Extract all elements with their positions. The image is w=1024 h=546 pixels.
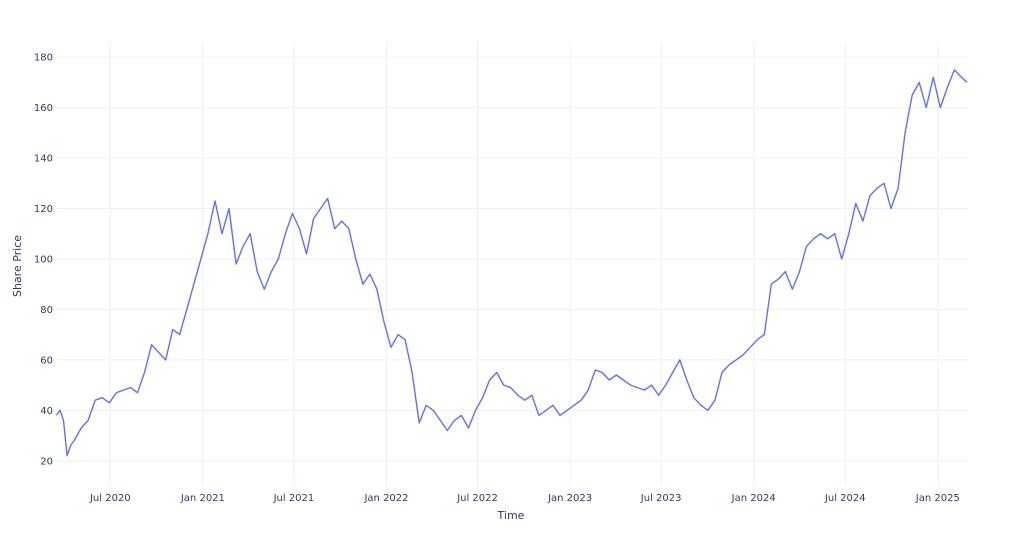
series-layer bbox=[55, 69, 968, 457]
x-tick-label: Jan 2021 bbox=[180, 493, 225, 504]
y-tick-label: 180 bbox=[34, 53, 53, 64]
y-axis-title: Share Price bbox=[11, 235, 24, 297]
y-tick-label: 80 bbox=[40, 305, 53, 316]
x-tick-label: Jan 2025 bbox=[915, 493, 960, 504]
y-axis-ticks: 20 40 60 80 100 120 140 160 180 bbox=[34, 53, 53, 468]
x-tick-label: Jul 2022 bbox=[456, 493, 498, 504]
y-tick-label: 160 bbox=[34, 103, 53, 114]
y-tick-label: 20 bbox=[40, 456, 53, 467]
y-tick-label: 140 bbox=[34, 154, 53, 165]
y-tick-label: 40 bbox=[40, 406, 53, 417]
x-axis-ticks: Jul 2020 Jan 2021 Jul 2021 Jan 2022 Jul 2022… bbox=[89, 493, 960, 504]
x-tick-label: Jul 2021 bbox=[273, 493, 315, 504]
y-tick-label: 120 bbox=[34, 204, 53, 215]
x-tick-label: Jul 2023 bbox=[640, 493, 682, 504]
x-tick-label: Jul 2020 bbox=[89, 493, 131, 504]
share-price-line bbox=[55, 69, 968, 457]
x-tick-label: Jul 2024 bbox=[824, 493, 866, 504]
x-tick-label: Jan 2023 bbox=[547, 493, 592, 504]
gridlines bbox=[56, 42, 968, 486]
y-tick-label: 100 bbox=[34, 254, 53, 265]
x-tick-label: Jan 2022 bbox=[363, 493, 408, 504]
y-tick-label: 60 bbox=[40, 355, 53, 366]
x-tick-label: Jan 2024 bbox=[731, 493, 776, 504]
x-axis-title: Time bbox=[497, 509, 525, 522]
